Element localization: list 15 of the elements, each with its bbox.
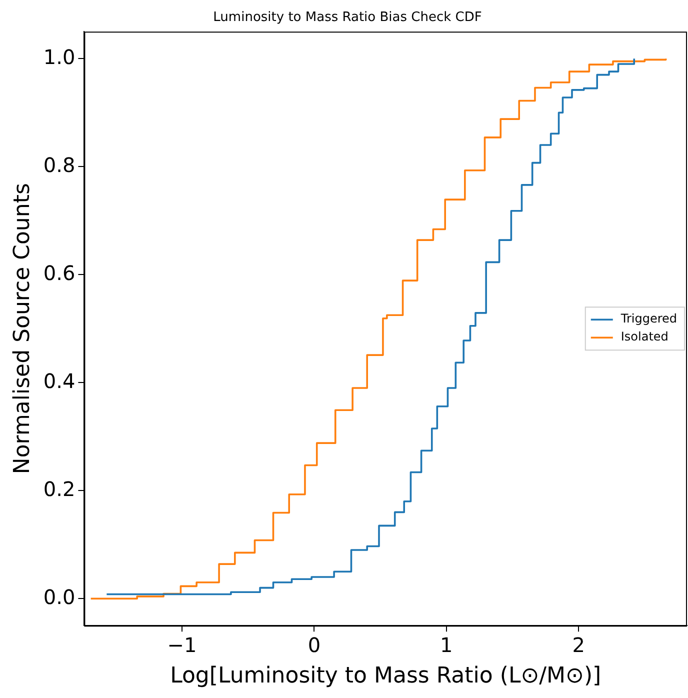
x-tick-label: 0	[308, 632, 321, 657]
x-axis-title: Log[Luminosity to Mass Ratio (L⊙/M⊙)]	[170, 664, 602, 689]
y-tick-label: 0.0	[43, 584, 76, 609]
y-tick-label: 1.0	[43, 44, 76, 69]
legend-label: Triggered	[620, 312, 678, 326]
y-tick-label: 0.6	[43, 260, 76, 285]
y-axis-title: Normalised Source Counts	[10, 183, 35, 474]
y-tick-label: 0.8	[43, 152, 76, 177]
y-tick-label: 0.2	[43, 476, 76, 501]
x-tick-label: 1	[440, 632, 453, 657]
x-tick-label: −1	[167, 632, 197, 657]
y-tick-label: 0.4	[43, 368, 76, 393]
x-tick-label: 2	[572, 632, 585, 657]
legend-label: Isolated	[620, 330, 668, 344]
chart-title: Luminosity to Mass Ratio Bias Check CDF	[213, 10, 482, 26]
